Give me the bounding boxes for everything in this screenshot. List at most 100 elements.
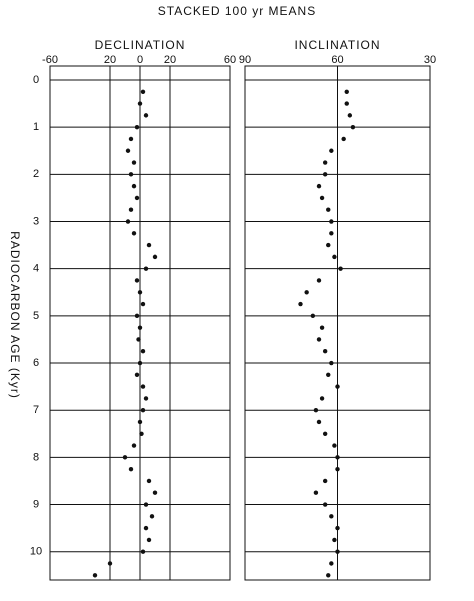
- data-point: [316, 183, 322, 189]
- data-point: [139, 431, 144, 436]
- data-point: [322, 431, 328, 436]
- y-tick-label: 9: [33, 498, 39, 510]
- x-tick-label: 20: [104, 54, 116, 66]
- data-point: [125, 219, 131, 224]
- data-point: [310, 313, 316, 319]
- data-point: [316, 278, 322, 283]
- x-tick-label: 0: [137, 54, 143, 66]
- data-point: [347, 113, 353, 118]
- data-point: [137, 419, 143, 425]
- data-point: [304, 290, 309, 295]
- data-point: [143, 396, 149, 401]
- data-point: [140, 407, 146, 413]
- x-tick-label: 30: [424, 54, 436, 66]
- y-tick-label: 10: [30, 546, 42, 558]
- data-point: [329, 231, 334, 236]
- panel-title: DECLINATION: [95, 38, 186, 52]
- data-point: [322, 502, 328, 507]
- data-point: [131, 160, 137, 165]
- data-point: [335, 525, 340, 531]
- y-tick-label: 7: [33, 404, 39, 416]
- y-tick-label: 6: [33, 357, 39, 369]
- data-point: [137, 101, 143, 106]
- y-tick-label: 4: [33, 263, 39, 275]
- data-point: [134, 313, 140, 319]
- data-point: [322, 349, 328, 354]
- data-point: [146, 242, 152, 248]
- y-tick-label: 3: [33, 215, 39, 227]
- data-point: [329, 514, 334, 519]
- data-point: [316, 419, 322, 425]
- data-point: [335, 455, 340, 460]
- data-point: [92, 573, 98, 578]
- data-point: [152, 254, 158, 260]
- data-point: [298, 301, 303, 307]
- y-tick-label: 8: [33, 451, 39, 463]
- data-point: [143, 525, 149, 531]
- data-point: [322, 478, 328, 484]
- x-tick-label: 90: [239, 54, 251, 66]
- data-point: [131, 183, 137, 189]
- data-point: [137, 325, 143, 330]
- data-point: [335, 549, 340, 554]
- data-point: [335, 384, 340, 389]
- data-point: [143, 113, 149, 118]
- data-point: [319, 325, 325, 330]
- data-point: [329, 360, 334, 366]
- data-point: [107, 561, 113, 566]
- data-point: [149, 514, 155, 519]
- data-point: [341, 136, 346, 142]
- data-point: [134, 278, 140, 283]
- data-point: [143, 266, 149, 271]
- data-point: [128, 136, 134, 142]
- data-point: [134, 124, 140, 130]
- data-point: [329, 561, 334, 566]
- data-point: [338, 266, 343, 271]
- data-point: [146, 537, 152, 543]
- data-point: [136, 337, 141, 342]
- data-point: [152, 490, 158, 495]
- data-point: [319, 195, 325, 201]
- y-tick-label: 1: [33, 121, 39, 133]
- data-point: [326, 207, 331, 212]
- x-tick-label: -60: [42, 54, 58, 66]
- data-point: [326, 372, 331, 378]
- data-point: [322, 172, 328, 177]
- data-point: [140, 301, 146, 307]
- x-tick-label: 60: [331, 54, 343, 66]
- data-point: [128, 466, 134, 472]
- data-point: [326, 242, 331, 248]
- data-point: [131, 231, 137, 236]
- data-point: [134, 195, 140, 201]
- y-tick-label: 5: [33, 310, 39, 322]
- data-point: [335, 466, 340, 472]
- x-tick-label: 20: [164, 54, 176, 66]
- data-point: [329, 148, 334, 153]
- data-point: [313, 490, 319, 495]
- figure-title: STACKED 100 yr MEANS: [158, 4, 316, 18]
- data-point: [140, 349, 146, 354]
- data-point: [313, 407, 319, 413]
- y-tick-label: 0: [33, 74, 39, 86]
- data-point: [137, 360, 143, 366]
- data-point: [326, 573, 331, 578]
- data-point: [122, 455, 128, 460]
- data-point: [322, 160, 328, 165]
- data-point: [128, 172, 134, 177]
- data-point: [344, 101, 349, 106]
- data-point: [134, 372, 140, 378]
- y-axis-label: RADIOCARBON AGE (Kyr): [8, 231, 22, 399]
- data-point: [128, 207, 134, 212]
- data-point: [332, 443, 337, 448]
- y-tick-label: 2: [33, 168, 39, 180]
- data-point: [137, 290, 143, 295]
- data-point: [146, 478, 152, 484]
- panel-title: INCLINATION: [294, 38, 380, 52]
- x-tick-label: 60: [224, 54, 236, 66]
- data-point: [140, 384, 146, 389]
- data-point: [140, 89, 146, 94]
- data-point: [125, 148, 131, 153]
- data-point: [316, 337, 322, 342]
- data-point: [131, 443, 137, 448]
